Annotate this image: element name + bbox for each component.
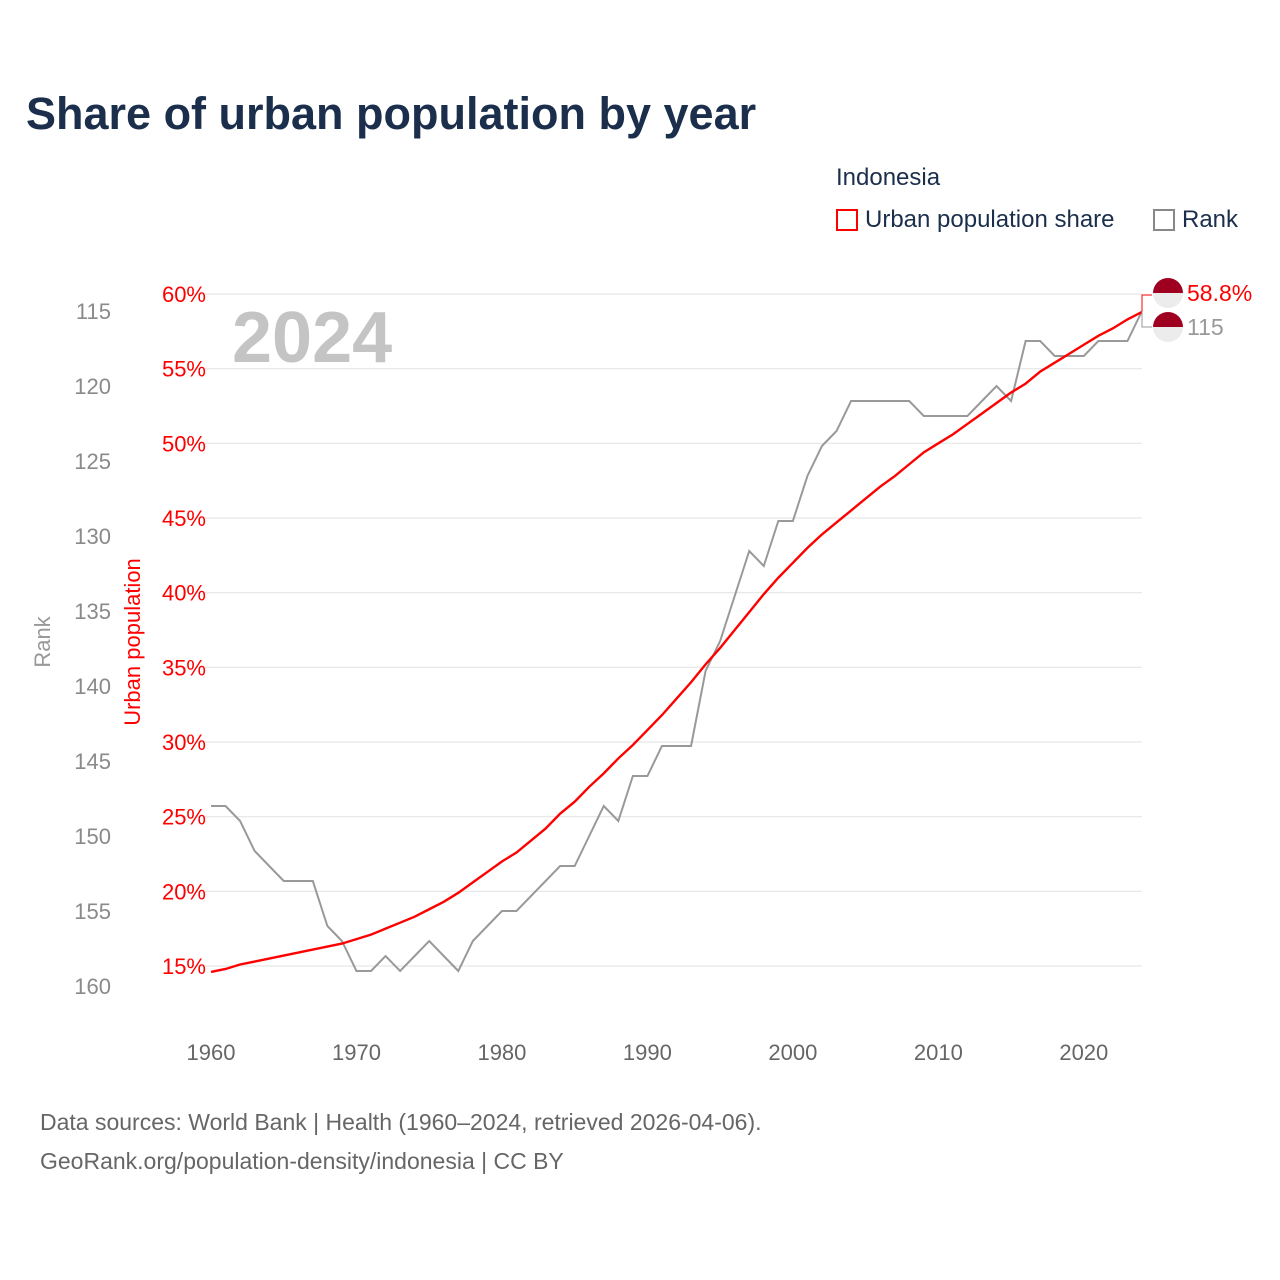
urban-tick-label: 15% bbox=[162, 954, 206, 979]
urban-tick-label: 60% bbox=[162, 282, 206, 307]
rank-tick-label: 125 bbox=[74, 449, 111, 474]
year-watermark: 2024 bbox=[232, 298, 392, 378]
rank-flag-icon bbox=[1153, 327, 1183, 342]
rank-tick-label: 160 bbox=[74, 974, 111, 999]
legend-swatch-urban bbox=[836, 209, 858, 231]
urban-flag-icon bbox=[1153, 293, 1183, 308]
legend-label-urban: Urban population share bbox=[865, 206, 1115, 233]
legend-swatch-rank bbox=[1153, 209, 1175, 231]
legend-item-urban[interactable]: Urban population share bbox=[836, 206, 1115, 234]
urban-end-connector bbox=[1141, 294, 1152, 312]
rank-end-connector bbox=[1141, 311, 1152, 328]
urban-tick-label: 40% bbox=[162, 581, 206, 606]
x-tick-label: 1970 bbox=[332, 1040, 381, 1065]
urban-tick-label: 20% bbox=[162, 879, 206, 904]
urban-axis-label: Urban population bbox=[120, 558, 145, 726]
urban-end-label: 58.8% bbox=[1187, 280, 1252, 306]
urban-tick-label: 55% bbox=[162, 357, 206, 382]
x-tick-label: 2010 bbox=[914, 1040, 963, 1065]
urban-tick-label: 45% bbox=[162, 506, 206, 531]
rank-tick-label: 155 bbox=[74, 899, 111, 924]
rank-tick-label: 115 bbox=[76, 299, 111, 324]
x-tick-label: 1960 bbox=[187, 1040, 236, 1065]
rank-flag-icon bbox=[1153, 312, 1183, 327]
urban-tick-label: 30% bbox=[162, 730, 206, 755]
urban-tick-label: 25% bbox=[162, 805, 206, 830]
x-tick-label: 2000 bbox=[768, 1040, 817, 1065]
urban-tick-label: 35% bbox=[162, 655, 206, 680]
rank-tick-label: 150 bbox=[74, 824, 111, 849]
urban-tick-label: 50% bbox=[162, 431, 206, 456]
legend-item-rank[interactable]: Rank bbox=[1153, 206, 1238, 234]
urban-flag-icon bbox=[1153, 278, 1183, 293]
legend-label-rank: Rank bbox=[1182, 206, 1239, 233]
rank-tick-label: 120 bbox=[74, 374, 111, 399]
legend-title: Indonesia bbox=[836, 164, 941, 191]
footer-credit: GeoRank.org/population-density/indonesia… bbox=[40, 1148, 564, 1174]
chart-title: Share of urban population by year bbox=[26, 88, 757, 139]
rank-tick-label: 130 bbox=[74, 524, 111, 549]
rank-line bbox=[211, 310, 1143, 973]
rank-tick-label: 135 bbox=[74, 599, 111, 624]
x-tick-label: 2020 bbox=[1059, 1040, 1108, 1065]
rank-end-label: 115 bbox=[1187, 314, 1224, 340]
x-tick-label: 1990 bbox=[623, 1040, 672, 1065]
rank-tick-label: 140 bbox=[74, 674, 111, 699]
rank-tick-label: 145 bbox=[74, 749, 111, 774]
x-tick-label: 1980 bbox=[477, 1040, 526, 1065]
urban-line bbox=[210, 310, 1143, 974]
footer-sources: Data sources: World Bank | Health (1960–… bbox=[40, 1109, 762, 1135]
rank-axis-label: Rank bbox=[30, 615, 55, 667]
